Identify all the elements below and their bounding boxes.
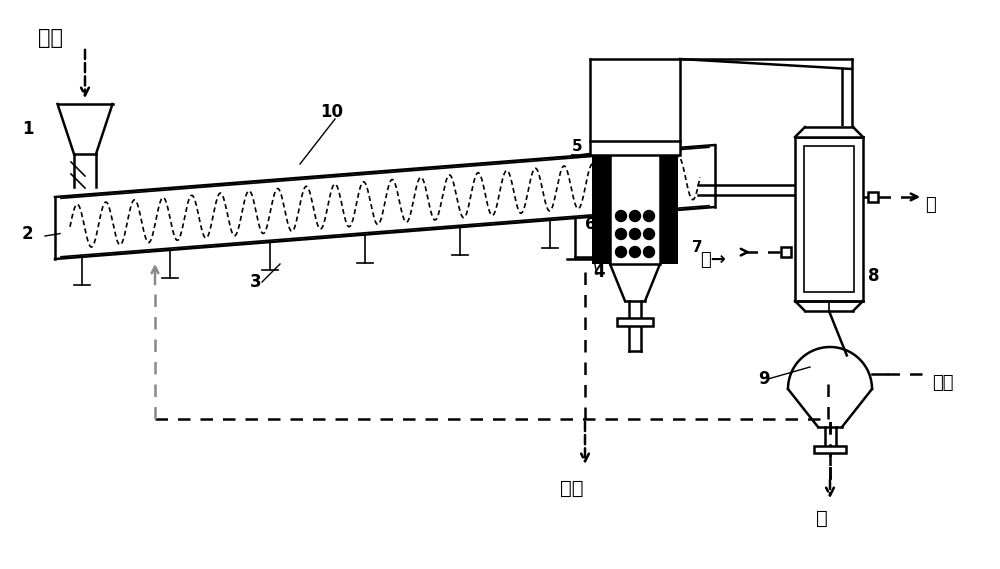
Text: 8: 8	[868, 267, 880, 285]
Bar	[868, 192, 878, 202]
Bar	[660, 153, 678, 264]
Circle shape	[644, 229, 654, 240]
Bar	[781, 247, 791, 257]
Text: 水→: 水→	[700, 251, 726, 269]
Bar	[592, 153, 610, 264]
Text: 6: 6	[585, 217, 596, 232]
Text: 4: 4	[593, 263, 605, 281]
Bar	[617, 318, 653, 326]
Circle shape	[644, 211, 654, 221]
Text: 5: 5	[572, 139, 583, 154]
Text: 水: 水	[925, 196, 936, 214]
Circle shape	[616, 246, 626, 258]
Text: 7: 7	[692, 240, 703, 255]
Bar	[590, 141, 680, 155]
Polygon shape	[795, 127, 863, 137]
Bar	[814, 446, 846, 453]
Text: 灰渣: 灰渣	[560, 479, 584, 498]
Circle shape	[630, 246, 640, 258]
Circle shape	[616, 211, 626, 221]
Text: 1: 1	[22, 120, 34, 138]
Circle shape	[616, 229, 626, 240]
Bar	[610, 153, 660, 264]
Text: 尾气: 尾气	[932, 374, 954, 392]
Bar	[795, 137, 863, 301]
Text: 9: 9	[758, 370, 770, 388]
Text: 油: 油	[816, 509, 828, 528]
Text: 2: 2	[22, 225, 34, 243]
Text: 3: 3	[250, 273, 262, 291]
Bar	[804, 146, 854, 292]
Circle shape	[630, 211, 640, 221]
Text: 物料: 物料	[38, 28, 63, 48]
Circle shape	[644, 246, 654, 258]
Circle shape	[630, 229, 640, 240]
Text: 10: 10	[320, 103, 343, 121]
